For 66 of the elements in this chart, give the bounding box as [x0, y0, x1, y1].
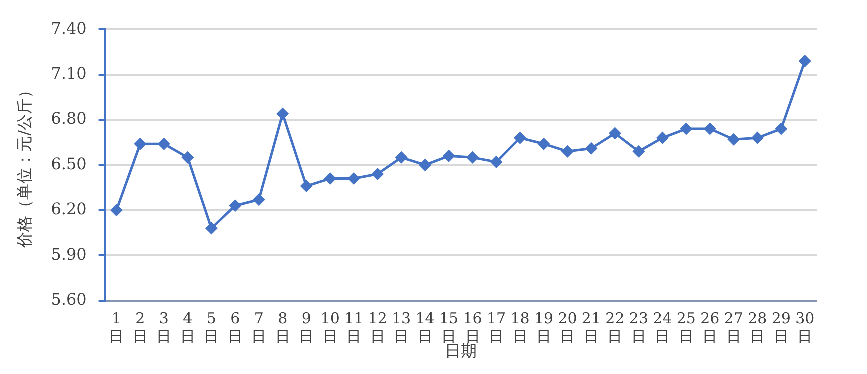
point	[134, 138, 146, 150]
point	[443, 150, 455, 162]
x-tick-label: 21日	[582, 310, 602, 346]
x-tick-label: 18日	[510, 310, 530, 346]
x-tick-label: 29日	[772, 310, 791, 346]
x-tick-label: 5日	[204, 310, 220, 346]
point	[277, 108, 289, 120]
point	[230, 200, 242, 212]
point	[656, 132, 668, 144]
point	[799, 55, 811, 67]
point	[680, 123, 692, 135]
point	[514, 132, 526, 144]
y-tick-label: 6.50	[51, 154, 87, 174]
point	[182, 152, 194, 164]
x-tick-label: 24日	[653, 310, 672, 346]
x-tick-label: 3日	[156, 310, 172, 346]
point	[158, 138, 170, 150]
y-tick-label: 5.90	[51, 244, 87, 264]
point	[300, 180, 312, 192]
y-tick-label: 7.40	[51, 18, 87, 38]
x-tick-label: 2日	[132, 310, 148, 346]
point	[253, 194, 265, 206]
point	[562, 146, 574, 158]
point	[752, 132, 764, 144]
point	[110, 204, 122, 216]
x-tick-label: 20日	[558, 310, 578, 346]
point	[609, 128, 621, 140]
x-tick-label: 26日	[700, 310, 720, 346]
point	[324, 173, 336, 185]
point	[372, 168, 384, 180]
point	[396, 152, 408, 164]
y-tick-label: 7.10	[51, 64, 87, 83]
y-tick-label: 6.80	[51, 109, 87, 128]
point	[420, 159, 432, 171]
x-tick-label: 7日	[252, 310, 267, 346]
x-tick-label: 30日	[796, 310, 815, 346]
x-tick-label: 10日	[320, 310, 340, 346]
x-tick-label: 19日	[534, 310, 554, 346]
x-tick-label: 28日	[748, 310, 768, 346]
x-tick-label: 9日	[299, 310, 314, 346]
x-tick-label: 22日	[606, 310, 625, 346]
x-tick-label: 17日	[486, 310, 506, 346]
point	[348, 173, 360, 185]
x-tick-label: 13日	[392, 310, 412, 346]
y-tick-label: 5.60	[51, 290, 87, 309]
y-axis-title: 价格（单位：元/公斤）	[14, 82, 34, 249]
point	[538, 138, 550, 150]
x-tick-label: 11日	[344, 310, 364, 346]
x-tick-label: 14日	[416, 310, 435, 346]
point	[206, 222, 218, 234]
x-tick-label: 1日	[109, 310, 124, 346]
x-tick-label: 23日	[629, 310, 649, 346]
point	[633, 146, 645, 158]
x-tick-label: 6日	[228, 310, 243, 346]
x-tick-label: 8日	[275, 310, 290, 346]
x-tick-label: 4日	[180, 310, 196, 346]
point	[728, 134, 740, 146]
x-tick-label: 25日	[676, 310, 696, 346]
x-tick-label: 12日	[368, 310, 388, 346]
y-tick-label: 6.20	[51, 200, 87, 219]
x-tick-label: 27日	[724, 310, 744, 346]
point	[490, 156, 502, 168]
point	[467, 152, 479, 164]
point	[586, 142, 598, 154]
point	[776, 123, 788, 135]
point	[704, 123, 716, 135]
